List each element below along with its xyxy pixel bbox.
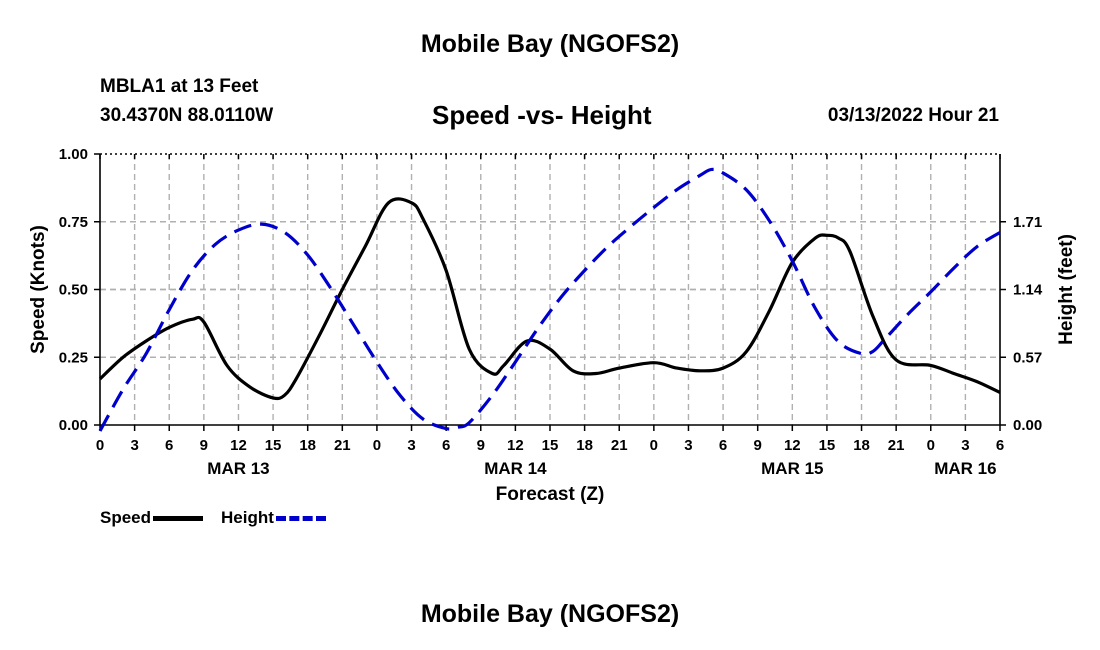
x-tick-label: 21 bbox=[888, 437, 905, 454]
x-tick-label: 9 bbox=[754, 437, 762, 454]
x-tick-label: 12 bbox=[784, 437, 801, 454]
y2-tick-label: 1.14 bbox=[1013, 282, 1043, 299]
x-tick-label: 0 bbox=[650, 437, 658, 454]
legend-height-label: Height bbox=[221, 508, 274, 527]
axis-ticks: 0 3 6 9 12 15 18 21 0 3 6 9 12 15 18 21 0 3 6 9 12 15 18 21 0 3 6M… bbox=[59, 146, 1043, 478]
station-name: MBLA1 at 13 Feet bbox=[100, 76, 259, 97]
x-tick-label: 18 bbox=[853, 437, 870, 454]
forecast-timestamp: 03/13/2022 Hour 21 bbox=[827, 105, 999, 126]
x-tick-label: 3 bbox=[407, 437, 415, 454]
date-label: MAR 13 bbox=[207, 459, 269, 478]
x-tick-label: 15 bbox=[265, 437, 282, 454]
x-tick-label: 18 bbox=[576, 437, 593, 454]
x-tick-label: 15 bbox=[819, 437, 836, 454]
height-series-line bbox=[98, 167, 1001, 432]
x-tick-label: 6 bbox=[442, 437, 450, 454]
y2-tick-label: 1.71 bbox=[1013, 214, 1042, 231]
chart-title: Speed -vs- Height bbox=[432, 100, 652, 130]
x-tick-label: 9 bbox=[477, 437, 485, 454]
x-tick-label: 0 bbox=[373, 437, 381, 454]
grid bbox=[100, 154, 1000, 425]
x-tick-label: 15 bbox=[542, 437, 559, 454]
x-tick-label: 3 bbox=[961, 437, 969, 454]
footer-title: Mobile Bay (NGOFS2) bbox=[420, 600, 680, 628]
y2-tick-label: 0.57 bbox=[1013, 349, 1042, 366]
page-title: Mobile Bay (NGOFS2) bbox=[420, 30, 680, 58]
x-tick-label: 0 bbox=[927, 437, 935, 454]
legend-item-height: Height bbox=[221, 508, 326, 528]
station-coordinates: 30.4370N 88.0110W bbox=[100, 105, 274, 126]
x-tick-label: 0 bbox=[96, 437, 104, 454]
y-tick-label: 0.75 bbox=[59, 214, 88, 231]
x-tick-label: 12 bbox=[507, 437, 524, 454]
speed-series-line bbox=[98, 197, 1001, 401]
y-tick-label: 1.00 bbox=[59, 146, 88, 163]
x-tick-label: 21 bbox=[611, 437, 628, 454]
legend-speed-swatch bbox=[153, 515, 204, 521]
legend-speed-label: Speed bbox=[100, 508, 152, 527]
x-tick-label: 6 bbox=[719, 437, 727, 454]
x-tick-label: 3 bbox=[130, 437, 138, 454]
legend: Speed Height bbox=[100, 508, 344, 528]
x-tick-label: 18 bbox=[299, 437, 316, 454]
series-layer bbox=[98, 167, 1001, 432]
x-tick-label: 3 bbox=[684, 437, 692, 454]
x-tick-label: 21 bbox=[334, 437, 351, 454]
date-label: MAR 16 bbox=[934, 459, 996, 478]
y2-axis-label: Height (feet) bbox=[1056, 234, 1077, 345]
y-tick-label: 0.25 bbox=[59, 349, 88, 366]
y2-tick-label: 0.00 bbox=[1013, 417, 1042, 434]
legend-height-swatch bbox=[275, 515, 326, 521]
x-axis-label: Forecast (Z) bbox=[496, 484, 605, 505]
x-tick-label: 12 bbox=[230, 437, 247, 454]
y-tick-label: 0.00 bbox=[59, 417, 88, 434]
legend-item-speed: Speed bbox=[100, 508, 204, 528]
x-tick-label: 9 bbox=[200, 437, 208, 454]
date-label: MAR 14 bbox=[484, 459, 547, 478]
x-tick-label: 6 bbox=[165, 437, 173, 454]
y-axis-label: Speed (Knots) bbox=[28, 225, 49, 354]
x-tick-label: 6 bbox=[996, 437, 1004, 454]
date-label: MAR 15 bbox=[761, 459, 823, 478]
y-tick-label: 0.50 bbox=[59, 282, 88, 299]
